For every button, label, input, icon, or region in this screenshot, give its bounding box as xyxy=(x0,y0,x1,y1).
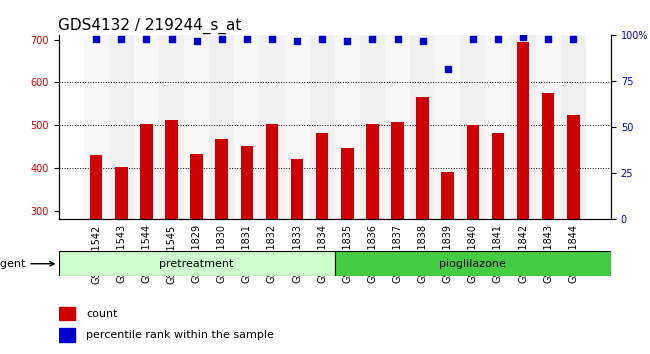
Bar xyxy=(491,133,504,339)
Bar xyxy=(285,35,309,219)
Bar xyxy=(165,120,178,339)
FancyBboxPatch shape xyxy=(335,251,611,276)
Bar xyxy=(309,35,335,219)
Bar xyxy=(259,35,285,219)
Bar xyxy=(184,35,209,219)
FancyBboxPatch shape xyxy=(58,251,335,276)
Bar xyxy=(542,93,554,339)
Bar xyxy=(360,35,385,219)
Bar xyxy=(240,146,253,339)
Point xyxy=(417,38,428,44)
Point xyxy=(141,36,151,42)
Bar xyxy=(467,125,479,339)
Bar xyxy=(109,35,134,219)
Point xyxy=(342,38,352,44)
Point xyxy=(191,38,202,44)
Bar xyxy=(215,139,228,339)
Text: pioglilazone: pioglilazone xyxy=(439,259,506,269)
Point xyxy=(317,36,328,42)
Bar xyxy=(385,35,410,219)
Point xyxy=(266,36,277,42)
Point xyxy=(367,36,378,42)
Point xyxy=(393,36,403,42)
Bar xyxy=(134,35,159,219)
Bar xyxy=(441,172,454,339)
Bar xyxy=(460,35,486,219)
Bar xyxy=(417,97,429,339)
Bar xyxy=(517,42,529,339)
Bar xyxy=(567,115,580,339)
Point xyxy=(292,38,302,44)
Bar xyxy=(190,154,203,339)
Bar xyxy=(140,125,153,339)
Text: percentile rank within the sample: percentile rank within the sample xyxy=(86,330,274,340)
Point xyxy=(443,66,453,72)
Bar xyxy=(234,35,259,219)
Bar xyxy=(510,35,536,219)
Text: GDS4132 / 219244_s_at: GDS4132 / 219244_s_at xyxy=(58,18,242,34)
Text: pretreatment: pretreatment xyxy=(159,259,234,269)
Text: agent: agent xyxy=(0,259,54,269)
Point xyxy=(216,36,227,42)
Point xyxy=(166,36,177,42)
Bar xyxy=(335,35,360,219)
Point xyxy=(467,36,478,42)
Bar xyxy=(410,35,436,219)
Bar xyxy=(90,155,103,339)
Point xyxy=(493,36,503,42)
Text: count: count xyxy=(86,309,118,319)
Bar xyxy=(341,148,354,339)
Bar xyxy=(84,35,109,219)
Bar xyxy=(58,307,75,320)
Bar xyxy=(266,124,278,339)
Bar xyxy=(366,124,379,339)
Bar xyxy=(58,329,75,342)
Point xyxy=(91,36,101,42)
Point xyxy=(116,36,127,42)
Bar xyxy=(536,35,561,219)
Point xyxy=(568,36,578,42)
Bar xyxy=(316,133,328,339)
Bar xyxy=(436,35,460,219)
Bar xyxy=(391,122,404,339)
Point xyxy=(518,34,528,40)
Bar xyxy=(159,35,184,219)
Point xyxy=(242,36,252,42)
Bar xyxy=(486,35,510,219)
Bar xyxy=(291,159,304,339)
Point xyxy=(543,36,553,42)
Bar xyxy=(115,167,127,339)
Bar xyxy=(561,35,586,219)
Bar xyxy=(209,35,234,219)
